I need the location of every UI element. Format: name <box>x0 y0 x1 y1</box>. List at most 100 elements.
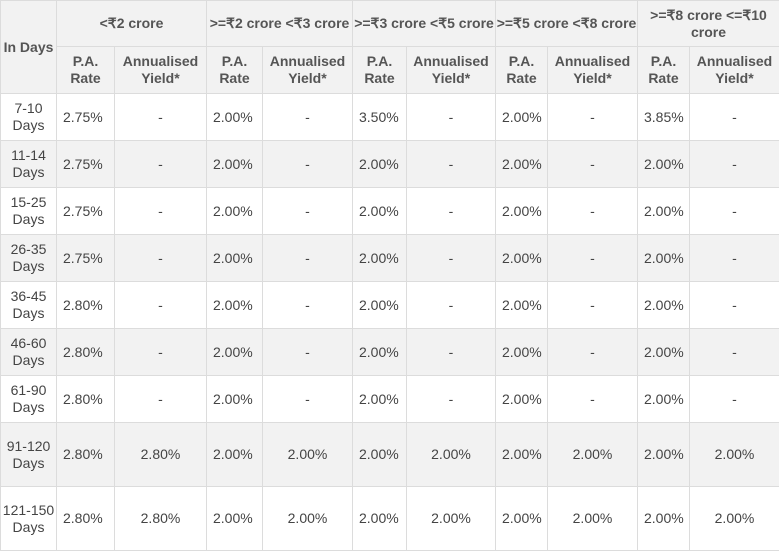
annualised-yield-cell: - <box>689 187 779 235</box>
table-row: 7-10 Days 2.75% -2.00% -3.50% -2.00% -3.85% - <box>0 93 779 141</box>
table-header-row: In Days <₹2 crore >=₹2 crore <₹3 crore >… <box>0 0 779 94</box>
days-header: In Days <box>0 0 57 94</box>
pa-rate-cell: 2.00% <box>637 234 690 282</box>
annualised-yield-cell: 2.80% <box>114 422 207 487</box>
annualised-yield-cell: 2.00% <box>689 422 779 487</box>
annualised-yield-cell: - <box>547 281 638 329</box>
pa-rate-cell: 2.00% <box>495 281 548 329</box>
annualised-yield-cell: - <box>406 140 496 188</box>
annualised-yield-cell: - <box>406 375 496 423</box>
pa-rate-cell: 2.00% <box>495 328 548 376</box>
annualised-yield-cell: - <box>114 140 207 188</box>
annualised-yield-cell: 2.00% <box>547 486 638 551</box>
annualised-yield-cell: - <box>689 281 779 329</box>
annualised-yield-cell: - <box>114 375 207 423</box>
annualised-yield-cell: - <box>262 187 353 235</box>
annualised-yield-cell: 2.00% <box>406 486 496 551</box>
pa-rate-cell: 2.00% <box>352 187 407 235</box>
pa-rate-header: P.A. Rate <box>352 46 407 94</box>
pa-rate-cell: 2.00% <box>637 375 690 423</box>
pa-rate-cell: 2.80% <box>56 328 115 376</box>
table-row: 61-90 Days 2.80% -2.00% -2.00% -2.00% -2.00% - <box>0 375 779 423</box>
annualised-yield-cell: - <box>689 93 779 141</box>
pa-rate-cell: 2.00% <box>637 486 690 551</box>
pa-rate-cell: 2.00% <box>352 375 407 423</box>
annualised-yield-cell: - <box>406 234 496 282</box>
days-cell: 91-120 Days <box>0 422 57 487</box>
table-row: 11-14 Days 2.75% -2.00% -2.00% -2.00% -2.00% - <box>0 140 779 188</box>
pa-rate-cell: 2.00% <box>495 187 548 235</box>
annualised-yield-cell: - <box>689 375 779 423</box>
table-row: 15-25 Days 2.75% -2.00% -2.00% -2.00% -2.00% - <box>0 187 779 235</box>
annualised-yield-cell: - <box>689 140 779 188</box>
group-header: >=₹8 crore <=₹10 crore <box>637 0 779 47</box>
pa-rate-cell: 2.00% <box>637 328 690 376</box>
pa-rate-cell: 2.00% <box>495 486 548 551</box>
pa-rate-cell: 2.00% <box>637 187 690 235</box>
annualised-yield-cell: - <box>547 328 638 376</box>
pa-rate-cell: 2.75% <box>56 234 115 282</box>
pa-rate-cell: 2.80% <box>56 422 115 487</box>
annualised-yield-header: Annualised Yield* <box>262 46 353 94</box>
pa-rate-cell: 2.00% <box>352 422 407 487</box>
pa-rate-cell: 2.00% <box>352 281 407 329</box>
pa-rate-cell: 2.75% <box>56 93 115 141</box>
annualised-yield-cell: 2.00% <box>689 486 779 551</box>
annualised-yield-cell: - <box>114 187 207 235</box>
pa-rate-header: P.A. Rate <box>206 46 263 94</box>
pa-rate-cell: 2.00% <box>206 234 263 282</box>
annualised-yield-cell: - <box>406 281 496 329</box>
pa-rate-cell: 2.00% <box>495 375 548 423</box>
annualised-yield-cell: - <box>689 328 779 376</box>
pa-rate-cell: 2.00% <box>495 422 548 487</box>
annualised-yield-cell: - <box>262 234 353 282</box>
pa-rate-cell: 2.80% <box>56 486 115 551</box>
table-row: 36-45 Days 2.80% -2.00% -2.00% -2.00% -2.00% - <box>0 281 779 329</box>
annualised-yield-cell: - <box>114 281 207 329</box>
annualised-yield-cell: - <box>547 375 638 423</box>
annualised-yield-cell: - <box>547 234 638 282</box>
annualised-yield-cell: - <box>547 187 638 235</box>
annualised-yield-cell: - <box>114 328 207 376</box>
annualised-yield-cell: - <box>262 281 353 329</box>
days-cell: 11-14 Days <box>0 140 57 188</box>
pa-rate-header: P.A. Rate <box>56 46 115 94</box>
annualised-yield-cell: - <box>689 234 779 282</box>
days-cell: 46-60 Days <box>0 328 57 376</box>
days-cell: 121-150 Days <box>0 486 57 551</box>
pa-rate-cell: 2.00% <box>352 328 407 376</box>
annualised-yield-cell: - <box>262 375 353 423</box>
annualised-yield-header: Annualised Yield* <box>547 46 638 94</box>
pa-rate-header: P.A. Rate <box>637 46 690 94</box>
days-cell: 36-45 Days <box>0 281 57 329</box>
pa-rate-cell: 2.00% <box>206 93 263 141</box>
days-cell: 7-10 Days <box>0 93 57 141</box>
table-subheader-row: P.A. Rate Annualised Yield* P.A. Rate An… <box>1 46 779 94</box>
pa-rate-cell: 2.00% <box>495 140 548 188</box>
annualised-yield-header: Annualised Yield* <box>114 46 207 94</box>
pa-rate-cell: 3.50% <box>352 93 407 141</box>
days-cell: 61-90 Days <box>0 375 57 423</box>
pa-rate-cell: 3.85% <box>637 93 690 141</box>
table-row: 26-35 Days 2.75% -2.00% -2.00% -2.00% -2.00% - <box>0 234 779 282</box>
pa-rate-cell: 2.00% <box>637 422 690 487</box>
group-header: >=₹5 crore <₹8 crore <box>495 0 638 47</box>
annualised-yield-cell: - <box>547 93 638 141</box>
annualised-yield-cell: - <box>262 93 353 141</box>
pa-rate-cell: 2.00% <box>637 281 690 329</box>
group-header: >=₹3 crore <₹5 crore <box>352 0 496 47</box>
annualised-yield-cell: - <box>114 93 207 141</box>
pa-rate-cell: 2.00% <box>352 140 407 188</box>
annualised-yield-cell: - <box>114 234 207 282</box>
pa-rate-cell: 2.75% <box>56 187 115 235</box>
pa-rate-cell: 2.00% <box>206 422 263 487</box>
table-row: 121-150 Days 2.80% 2.80% 2.00% 2.00% 2.00% 2.0… <box>0 486 779 551</box>
annualised-yield-header: Annualised Yield* <box>406 46 496 94</box>
table-row: 91-120 Days 2.80% 2.80% 2.00% 2.00% 2.00% 2.00… <box>0 422 779 487</box>
pa-rate-cell: 2.00% <box>495 93 548 141</box>
days-cell: 26-35 Days <box>0 234 57 282</box>
pa-rate-cell: 2.00% <box>206 328 263 376</box>
pa-rate-cell: 2.00% <box>206 281 263 329</box>
annualised-yield-cell: - <box>547 140 638 188</box>
